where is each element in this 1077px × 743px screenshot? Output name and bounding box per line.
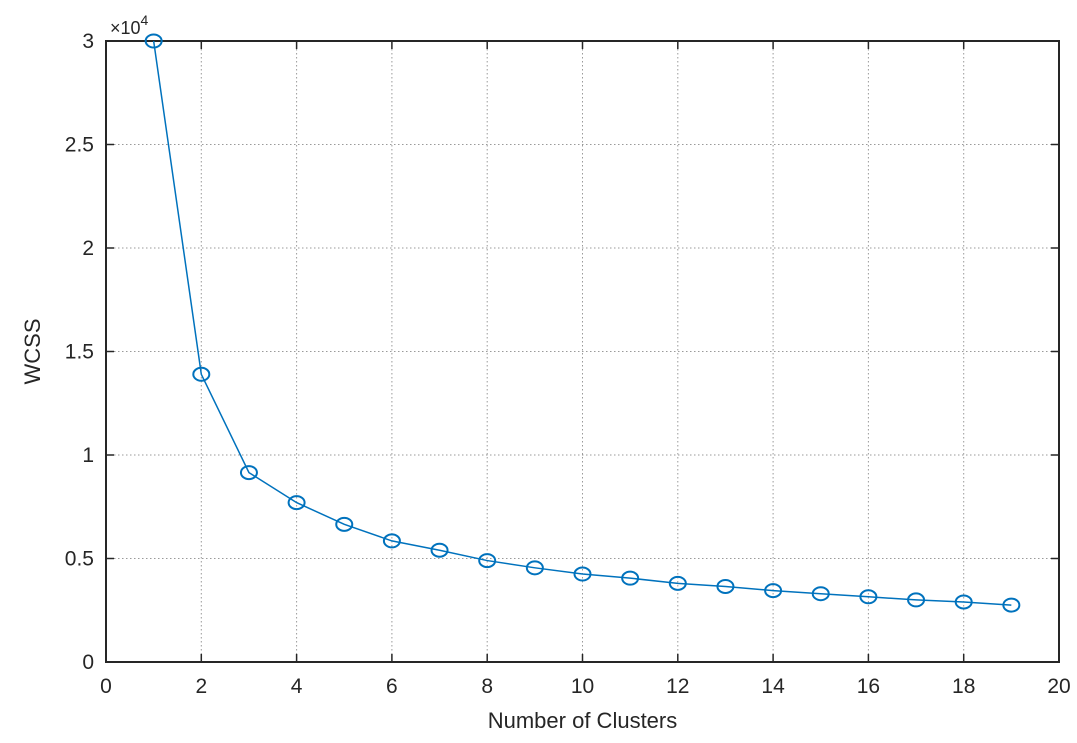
x-tick-label: 0 [100, 675, 112, 698]
y-tick-label: 1 [82, 444, 94, 467]
data-point-marker [430, 542, 449, 558]
x-tick-label: 12 [666, 675, 689, 698]
y-tick-label: 2 [82, 237, 94, 260]
data-point-marker [907, 592, 926, 608]
data-point-marker [954, 594, 973, 610]
data-point-marker [859, 589, 878, 605]
x-tick-label: 4 [291, 675, 303, 698]
data-point-marker [764, 583, 783, 599]
data-point-marker [239, 465, 258, 481]
x-axis-ticks: 0 2 4 6 8 10 12 14 16 18 20 [100, 41, 1071, 698]
y-axis-ticks: 0 0.5 1 1.5 2 2.5 3 [65, 30, 1059, 674]
data-point-marker [621, 570, 640, 586]
data-point-marker [478, 553, 497, 569]
x-tick-label: 20 [1047, 675, 1070, 698]
exponent-power: 4 [141, 12, 149, 28]
series-layer [144, 33, 1021, 613]
data-point-marker [192, 366, 211, 382]
data-point-marker [144, 33, 163, 49]
y-tick-label: 0.5 [65, 548, 94, 571]
x-tick-label: 14 [761, 675, 785, 698]
data-point-marker [335, 516, 354, 532]
exponent-base: ×10 [110, 18, 141, 38]
y-tick-label: 1.5 [65, 341, 94, 364]
y-tick-label: 0 [82, 651, 94, 674]
x-tick-label: 2 [195, 675, 207, 698]
data-point-marker [573, 566, 592, 582]
y-axis-exponent-label: ×104 [110, 12, 149, 38]
data-point-marker [716, 578, 735, 594]
grid-lines [106, 41, 1059, 662]
data-point-marker [1002, 597, 1021, 613]
data-point-marker [525, 560, 544, 576]
data-point-marker [382, 533, 401, 549]
x-tick-label: 10 [571, 675, 594, 698]
data-point-marker [287, 495, 306, 511]
x-tick-label: 18 [952, 675, 975, 698]
x-tick-label: 6 [386, 675, 398, 698]
series-line [152, 40, 1012, 606]
y-tick-label: 2.5 [65, 134, 94, 157]
x-tick-label: 8 [481, 675, 493, 698]
y-axis-label: WCSS [20, 319, 45, 385]
data-point-marker [668, 575, 687, 591]
x-tick-label: 16 [857, 675, 880, 698]
data-point-marker [811, 586, 830, 602]
x-axis-label: Number of Clusters [488, 708, 678, 733]
y-tick-label: 3 [82, 30, 94, 53]
